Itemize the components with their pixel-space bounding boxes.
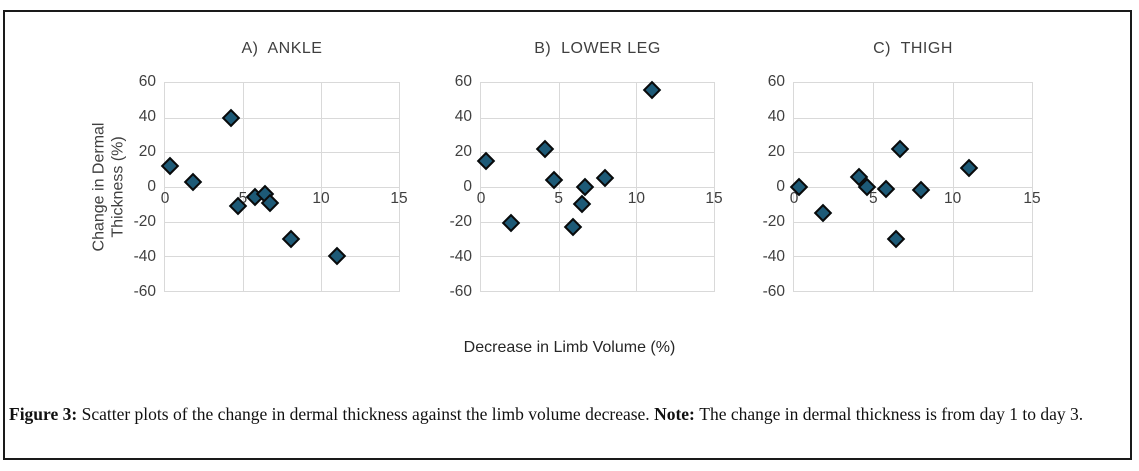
horizontal-gridline [794,152,1032,154]
y-tick-label: -60 [762,283,785,300]
y-tick-label: 40 [454,107,472,125]
x-tick-label: 10 [944,190,962,207]
y-tick-label: 40 [138,107,156,125]
caption-text: The change in dermal thickness is from d… [699,404,1084,424]
y-tick-label: -20 [449,212,472,230]
caption-bold-label: Figure 3: [9,404,82,424]
x-tick-label: 15 [390,190,408,207]
data-point-marker [160,156,179,176]
data-point-marker [891,139,910,159]
chart-lower-leg: B) LOWER LEG 0 5 10 15 60 40 20 0 -20 -40 -60 [450,40,723,300]
x-tick-label: 15 [1023,190,1041,207]
chart-ankle: A) ANKLE Change in Dermal Thickness (%) … [90,40,408,300]
y-tick-label: -40 [762,248,785,265]
y-tick-label: 0 [776,178,785,195]
vertical-gridline [952,83,954,291]
caption-bold-label: Note: [654,404,700,424]
x-tick-label: 15 [705,190,723,207]
horizontal-gridline [165,221,399,223]
y-axis-title-line1: Change in Dermal [90,122,108,252]
vertical-gridline [558,83,560,291]
y-tick-label: 0 [147,178,156,195]
y-tick-label: -40 [449,248,472,265]
horizontal-gridline [481,221,714,223]
y-tick-label: 40 [767,107,785,125]
data-point-marker [959,158,978,178]
data-point-marker [596,169,615,188]
vertical-gridline [242,83,244,291]
data-point-marker [563,217,582,237]
horizontal-gridline [165,117,399,119]
y-tick-label: 60 [138,73,156,90]
data-point-marker [911,181,931,200]
data-point-marker [813,203,832,223]
x-tick-label: 5 [554,190,563,207]
chart-thigh: C) THIGH 0 5 10 15 60 40 20 0 -20 -40 -60 [763,40,1041,300]
x-tick-label: 5 [238,190,248,207]
data-point-marker [886,229,905,249]
data-point-marker [642,80,662,100]
plot-area: 0 5 10 15 [476,80,723,292]
y-tick-label: -60 [449,283,472,300]
horizontal-gridline [481,187,714,188]
data-point-marker [282,229,301,249]
y-tick-label: 20 [767,142,785,160]
x-tick-label: 0 [160,190,170,207]
horizontal-gridline [794,256,1032,258]
data-point-marker [476,151,495,171]
data-point-marker [327,247,346,266]
vertical-gridline [636,83,638,291]
chart-title: B) LOWER LEG [534,40,661,57]
horizontal-gridline [165,256,399,258]
data-point-marker [501,214,520,233]
horizontal-gridline [481,117,714,119]
chart-title: A) ANKLE [241,40,323,57]
plot-area: 0 5 10 15 [789,82,1041,292]
y-tick-label: 60 [454,73,472,90]
y-tick-label: -40 [133,248,156,265]
x-axis-title: Decrease in Limb Volume (%) [463,339,676,356]
data-point-marker [572,195,592,214]
y-tick-label: -20 [133,212,156,230]
x-tick-label: 5 [869,190,878,207]
y-tick-label: -20 [762,212,785,230]
x-tick-label: 0 [789,190,799,207]
horizontal-gridline [481,152,714,154]
y-tick-label: 0 [463,178,472,195]
y-tick-label: 20 [454,142,472,160]
data-point-marker [183,172,203,191]
data-point-marker [575,177,595,197]
horizontal-gridline [165,152,399,154]
horizontal-gridline [794,221,1032,223]
x-tick-label: 10 [627,190,645,207]
caption-text: Scatter plots of the change in dermal th… [81,404,655,424]
data-point-marker [876,179,896,198]
plot-area: 0 5 10 15 [160,82,408,292]
y-tick-label: 20 [138,142,156,160]
y-tick-label: 60 [767,73,785,90]
x-tick-label: 10 [312,190,330,207]
data-point-marker [535,139,554,159]
vertical-gridline [320,83,322,291]
data-point-marker [221,108,240,127]
figure-caption: Figure 3: Scatter plots of the change in… [9,403,1122,425]
y-tick-label: -60 [133,283,156,300]
chart-title: C) THIGH [873,40,953,57]
horizontal-gridline [481,256,714,258]
horizontal-gridline [794,117,1032,119]
horizontal-gridline [165,187,399,188]
x-tick-label: 0 [476,190,486,207]
